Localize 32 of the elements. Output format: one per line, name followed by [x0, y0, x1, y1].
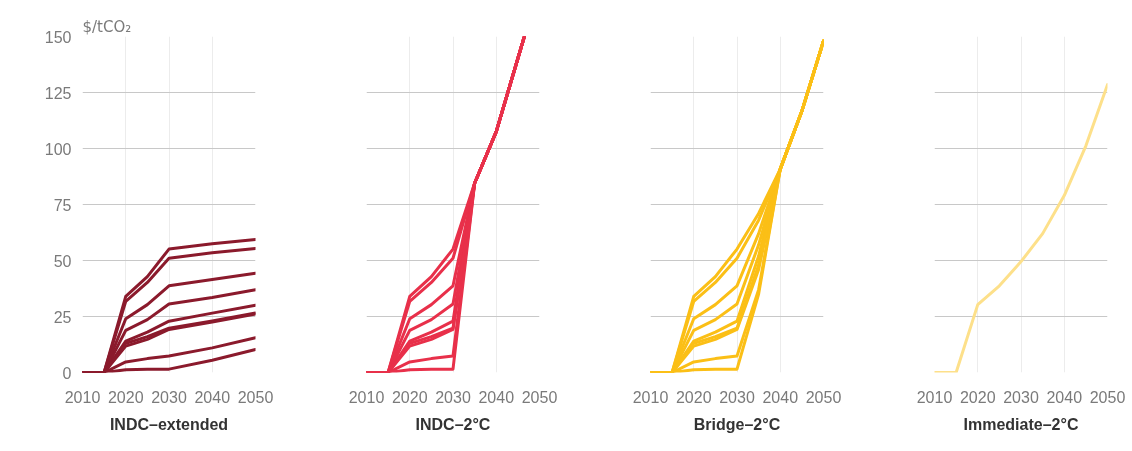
x-tick-label: 2040: [1046, 388, 1083, 406]
y-tick-label: 0: [62, 364, 72, 382]
x-tick-label: 2030: [435, 388, 471, 406]
x-tick-label: 2040: [762, 388, 799, 406]
x-tick-label: 2040: [478, 388, 515, 406]
x-tick-label: 2020: [391, 388, 428, 406]
x-axis-title: Immediate–2°C: [963, 415, 1079, 433]
x-tick-label: 2050: [521, 388, 558, 406]
x-axis-title: INDC–2°C: [415, 415, 491, 433]
x-tick-label: 2030: [151, 388, 187, 406]
x-tick-label: 2040: [194, 388, 231, 406]
x-tick-label: 2030: [719, 388, 755, 406]
x-tick-label: 2010: [632, 388, 669, 406]
x-tick-label: 2020: [675, 388, 712, 406]
x-tick-label: 2010: [916, 388, 953, 406]
x-tick-label: 2020: [107, 388, 144, 406]
x-tick-label: 2030: [1003, 388, 1039, 406]
y-tick-label: 50: [53, 252, 72, 270]
x-tick-label: 2010: [64, 388, 101, 406]
x-axis-title: Bridge–2°C: [693, 415, 781, 433]
y-tick-label: 150: [44, 28, 72, 46]
x-tick-label: 2020: [959, 388, 996, 406]
y-tick-label: 25: [53, 308, 72, 326]
x-tick-label: 2050: [1089, 388, 1126, 406]
x-tick-label: 2010: [348, 388, 385, 406]
x-tick-label: 2050: [805, 388, 842, 406]
x-axis-title: INDC–extended: [109, 415, 229, 433]
y-tick-label: 125: [44, 84, 72, 102]
y-tick-label: 100: [44, 140, 72, 158]
y-axis-title: $/tCO₂: [82, 17, 132, 36]
y-tick-label: 75: [53, 196, 72, 214]
x-tick-label: 2050: [237, 388, 274, 406]
